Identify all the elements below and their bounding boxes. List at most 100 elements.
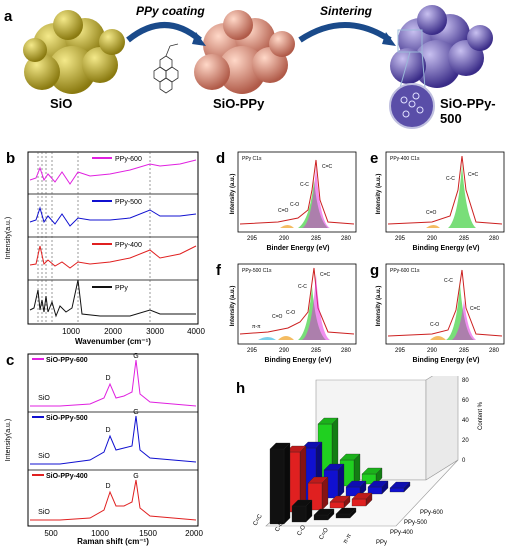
- raman-sio-ppy-500-curve: [30, 415, 197, 465]
- tick-1500: 1500: [139, 529, 157, 538]
- sio-label-3: SiO: [38, 509, 50, 516]
- sio-ppy-label: SiO-PPy: [213, 96, 265, 111]
- tick-285: 285: [311, 348, 322, 354]
- tick-2000: 2000: [185, 529, 203, 538]
- tick-295: 295: [395, 236, 406, 242]
- panel-d-title: PPy C1s: [242, 156, 262, 162]
- h-cat-2: C-O: [297, 524, 308, 537]
- ftir-ppy-curve: [29, 279, 196, 318]
- peak-g-3: G: [133, 473, 138, 480]
- h-zlabel: Content %: [478, 401, 484, 430]
- peak-c-c: C-C: [298, 284, 307, 290]
- peak-d-2: D: [105, 427, 110, 434]
- panel-e-xps-chart: PPy-400 C1s C=O C-C C=C 295 290 285 280 …: [376, 151, 505, 252]
- panel-e-letter: e: [370, 150, 379, 167]
- tick-280: 280: [489, 236, 500, 242]
- peak-c-o: C-O: [286, 310, 295, 316]
- panel-b-ylabel: Intensity(a.u.): [5, 217, 12, 259]
- h-zt-1: 20: [462, 438, 469, 444]
- panel-g-xlabel: Binding Energy (eV): [413, 357, 480, 364]
- peak-c-eq-c: C=C: [322, 164, 333, 170]
- h-bar-top-PPy-500-2: [345, 480, 367, 488]
- tick-1000: 1000: [91, 529, 109, 538]
- h-bar-top-PPy-0: [269, 442, 291, 450]
- h-bar-PPy-400-2: [329, 501, 345, 509]
- peak-c-c: C-C: [444, 278, 453, 284]
- h-bar-top-PPy-500-1: [323, 463, 345, 471]
- panel-c-ylabel: Intensity(a.u.): [5, 419, 12, 461]
- tick-285: 285: [459, 348, 470, 354]
- h-cat-1: C-C: [275, 520, 286, 533]
- panel-e-xlabel: Binding Energy (eV): [413, 245, 480, 252]
- sintering-label: Sintering: [320, 4, 373, 18]
- tick-2000: 2000: [104, 327, 122, 336]
- h-sample-2: PPy-500: [404, 520, 428, 526]
- peak-c-eq-o: C=O: [272, 314, 283, 320]
- h-bar-top-PPy-400-2: [329, 495, 351, 503]
- panel-b-xlabel: Wavenumber (cm⁻¹): [75, 337, 151, 346]
- h-bar-PPy-3: [335, 513, 351, 519]
- sio-label-2: SiO: [38, 453, 50, 460]
- panel-d-ylabel: Intensity (a.u.): [230, 174, 236, 215]
- panel-f-xlabel: Binding Energy (eV): [265, 357, 332, 364]
- panel-h-letter: h: [236, 380, 246, 397]
- h-bar-top-PPy-600-2: [361, 467, 383, 475]
- peak-c-eq-o: C=O: [278, 208, 289, 214]
- panel-f-letter: f: [216, 262, 221, 279]
- sio-label-1: SiO: [38, 395, 50, 402]
- h-bar-top-PPy-2: [313, 508, 335, 516]
- h-sample-1: PPy-400: [390, 530, 414, 536]
- peak-c-o: C-O: [290, 202, 299, 208]
- peak-c-c: C-C: [300, 182, 309, 188]
- panel-g-title: PPy-600 C1s: [390, 268, 420, 274]
- tick-290: 290: [279, 348, 290, 354]
- panel-d-xps-chart: PPy C1s C=O C-C C=C C-O 295 290 285 280 …: [230, 151, 357, 252]
- h-bar-PPy-0: [269, 448, 285, 525]
- legend-sio-ppy-600: SiO-PPy-600: [46, 357, 88, 364]
- peak-c-o: C-O: [430, 322, 439, 328]
- h-bar-PPy-400-3: [351, 498, 367, 507]
- tick-280: 280: [341, 348, 352, 354]
- ppy-structure-icon: [153, 43, 179, 94]
- h-sample-0: PPy: [376, 540, 387, 546]
- h-bar-top-PPy-600-1: [339, 453, 361, 461]
- panel-f-ylabel: Intensity (a.u.): [230, 286, 236, 327]
- peak-d-3: D: [105, 483, 110, 490]
- h-bar-side-PPy-0: [283, 442, 291, 525]
- peak-c-c: C-C: [446, 176, 455, 182]
- ftir-ppy-400-curve: [29, 245, 197, 269]
- panel-e-ylabel: Intensity (a.u.): [376, 174, 382, 215]
- ppy-coating-label: PPy coating: [136, 4, 205, 18]
- h-bar-top-PPy-500-4: [389, 481, 411, 489]
- h-bar-PPy-1: [291, 505, 307, 523]
- h-bar-top-PPy-500-3: [367, 480, 389, 488]
- tick-285: 285: [311, 236, 322, 242]
- panel-h-3d-bar-chart: C=C C-C C-O C=O π-π PPy PPy-400 PPy-500 …: [253, 376, 484, 546]
- tick-4000: 4000: [187, 327, 205, 336]
- tick-285: 285: [459, 236, 470, 242]
- h-bar-top-PPy-400-1: [307, 476, 329, 484]
- sio-label: SiO: [50, 96, 73, 111]
- tick-295: 295: [395, 348, 406, 354]
- h-bar-top-PPy-500-0: [301, 441, 323, 449]
- h-bar-top-PPy-600-0: [317, 417, 339, 425]
- h-cat-3: C=O: [319, 527, 331, 541]
- peak-g-2: G: [133, 409, 138, 416]
- panel-f-title: PPy-500 C1s: [242, 268, 272, 274]
- legend-sio-ppy-400: SiO-PPy-400: [46, 473, 88, 480]
- panel-c-xlabel: Raman shift (cm⁻¹): [77, 537, 149, 546]
- sio-particle-cluster: [23, 10, 125, 94]
- legend-ppy-500: PPy-500: [115, 199, 142, 206]
- panel-d-letter: d: [216, 150, 226, 167]
- tick-280: 280: [489, 348, 500, 354]
- peak-g-1: G: [133, 353, 138, 360]
- panel-f-xps-chart: PPy-500 C1s π-π C=O C-O C-C C=C 295 290 …: [230, 263, 357, 364]
- legend-ppy-400: PPy-400: [115, 242, 142, 249]
- legend-sio-ppy-500: SiO-PPy-500: [46, 415, 88, 422]
- h-bar-top-PPy-3: [335, 507, 357, 515]
- h-zt-0: 0: [462, 458, 466, 464]
- panel-c-letter: c: [6, 352, 15, 369]
- peak-pi-pi: π-π: [252, 324, 261, 330]
- tick-290: 290: [427, 348, 438, 354]
- tick-3000: 3000: [146, 327, 164, 336]
